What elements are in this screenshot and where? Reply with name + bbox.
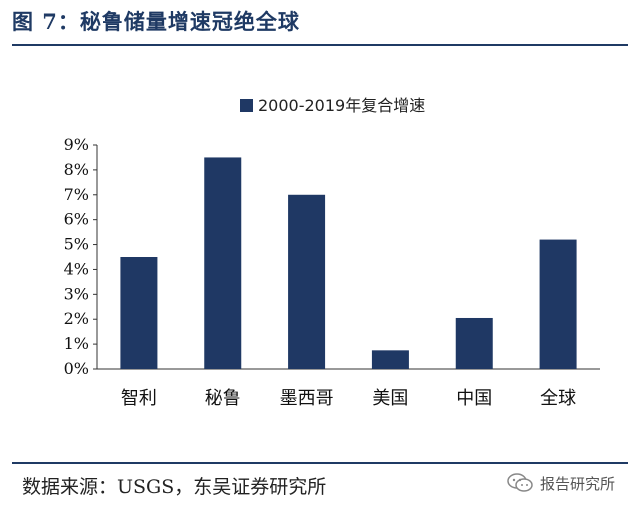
- y-tick-label: 3%: [64, 284, 89, 303]
- category-labels: 智利 秘鲁 墨西哥 美国 中国 全球: [121, 388, 576, 409]
- category-label: 智利: [121, 388, 157, 409]
- figure-title: 图 7：秘鲁储量增速冠绝全球: [12, 9, 300, 34]
- watermark-text: 报告研究所: [540, 474, 616, 493]
- y-tick-label: 8%: [64, 160, 89, 179]
- chart-legend: 2000-2019年复合增速: [240, 96, 425, 115]
- bar: [288, 194, 326, 369]
- legend-label: 2000-2019年复合增速: [258, 96, 425, 115]
- bar-series: [120, 157, 577, 369]
- category-label: 美国: [372, 388, 408, 409]
- y-tick-label: 9%: [64, 135, 89, 154]
- y-tick-label: 7%: [64, 185, 89, 204]
- source-rule: [12, 462, 628, 464]
- category-label: 墨西哥: [280, 388, 334, 409]
- watermark: 报告研究所: [506, 472, 615, 494]
- y-tick-label: 2%: [64, 309, 89, 328]
- y-tick-label: 5%: [64, 235, 89, 254]
- category-label: 秘鲁: [205, 388, 241, 409]
- bar: [455, 317, 493, 369]
- bar: [204, 157, 242, 369]
- bar: [371, 350, 409, 369]
- y-tick-label: 1%: [64, 334, 89, 353]
- y-tick-label: 6%: [64, 210, 89, 229]
- legend-swatch: [240, 99, 253, 112]
- title-rule: [12, 44, 628, 46]
- bar: [539, 239, 577, 369]
- category-label: 全球: [540, 388, 576, 409]
- y-tick-label: 0%: [64, 359, 89, 378]
- source-note: 数据来源：USGS，东吴证券研究所: [22, 476, 327, 498]
- bar: [120, 257, 158, 369]
- y-axis: 0% 1% 2% 3% 4% 5% 6% 7% 8% 9%: [64, 135, 98, 378]
- category-label: 中国: [456, 388, 492, 409]
- wechat-icon: [507, 473, 533, 492]
- y-tick-label: 4%: [64, 259, 89, 278]
